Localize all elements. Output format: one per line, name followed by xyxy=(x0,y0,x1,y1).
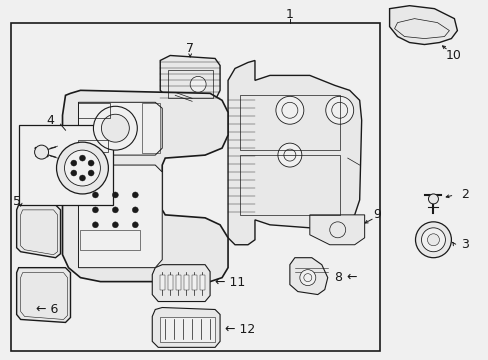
Polygon shape xyxy=(160,55,220,105)
Text: 7: 7 xyxy=(186,42,194,55)
Circle shape xyxy=(427,234,439,246)
Circle shape xyxy=(35,145,48,159)
Bar xyxy=(78,103,110,118)
Text: 9: 9 xyxy=(373,208,381,221)
Bar xyxy=(142,103,160,153)
Polygon shape xyxy=(309,215,364,245)
Polygon shape xyxy=(62,90,227,282)
Bar xyxy=(11,23,379,351)
Bar xyxy=(200,275,204,289)
Circle shape xyxy=(92,192,98,198)
Circle shape xyxy=(132,207,138,213)
Text: ← 12: ← 12 xyxy=(224,323,255,336)
Circle shape xyxy=(299,270,315,285)
Circle shape xyxy=(88,160,94,166)
Circle shape xyxy=(421,228,445,252)
Circle shape xyxy=(415,222,450,258)
Polygon shape xyxy=(389,6,456,45)
Polygon shape xyxy=(17,205,61,258)
Circle shape xyxy=(277,143,301,167)
Circle shape xyxy=(275,96,303,124)
Circle shape xyxy=(92,207,98,213)
Circle shape xyxy=(71,170,77,176)
Circle shape xyxy=(92,222,98,228)
Polygon shape xyxy=(152,307,220,347)
Circle shape xyxy=(190,76,205,92)
Bar xyxy=(168,275,173,289)
Circle shape xyxy=(112,207,118,213)
Bar xyxy=(81,230,140,250)
Polygon shape xyxy=(152,265,210,302)
Circle shape xyxy=(132,222,138,228)
Text: ← 11: ← 11 xyxy=(215,276,245,289)
Polygon shape xyxy=(78,102,162,155)
Text: 4: 4 xyxy=(46,114,54,127)
Text: 2: 2 xyxy=(461,188,468,202)
Text: ← 6: ← 6 xyxy=(36,303,58,316)
Bar xyxy=(160,275,165,289)
Bar xyxy=(168,71,213,98)
Circle shape xyxy=(132,192,138,198)
Bar xyxy=(176,275,181,289)
Circle shape xyxy=(88,170,94,176)
Circle shape xyxy=(71,160,77,166)
Circle shape xyxy=(80,175,85,181)
Circle shape xyxy=(57,142,108,194)
Bar xyxy=(160,318,215,342)
Text: 8 ←: 8 ← xyxy=(334,271,357,284)
Circle shape xyxy=(101,114,129,142)
Polygon shape xyxy=(17,268,70,323)
Bar xyxy=(240,155,339,215)
Circle shape xyxy=(427,194,438,204)
Circle shape xyxy=(325,96,353,124)
Polygon shape xyxy=(227,60,361,245)
Bar xyxy=(240,95,339,150)
Text: 5: 5 xyxy=(13,195,20,208)
Circle shape xyxy=(64,150,100,186)
Text: 3: 3 xyxy=(461,238,468,251)
Polygon shape xyxy=(78,165,162,268)
Circle shape xyxy=(112,192,118,198)
Bar xyxy=(19,125,113,205)
Text: 10: 10 xyxy=(445,49,460,62)
Polygon shape xyxy=(289,258,327,294)
Text: 1: 1 xyxy=(285,8,293,21)
Bar xyxy=(184,275,189,289)
Bar xyxy=(78,140,108,152)
Bar xyxy=(192,275,197,289)
Circle shape xyxy=(112,222,118,228)
Circle shape xyxy=(80,155,85,161)
Circle shape xyxy=(93,106,137,150)
